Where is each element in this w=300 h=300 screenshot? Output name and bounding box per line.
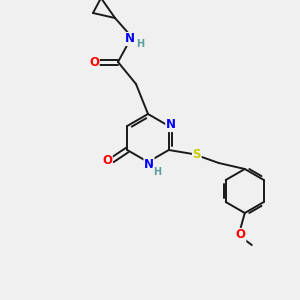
Text: H: H [153,167,161,177]
Text: H: H [136,39,144,49]
Text: O: O [89,56,99,68]
Text: N: N [166,118,176,131]
Text: O: O [236,229,246,242]
Text: S: S [193,148,201,161]
Text: N: N [125,32,135,46]
Text: O: O [102,154,112,166]
Text: N: N [144,158,154,170]
